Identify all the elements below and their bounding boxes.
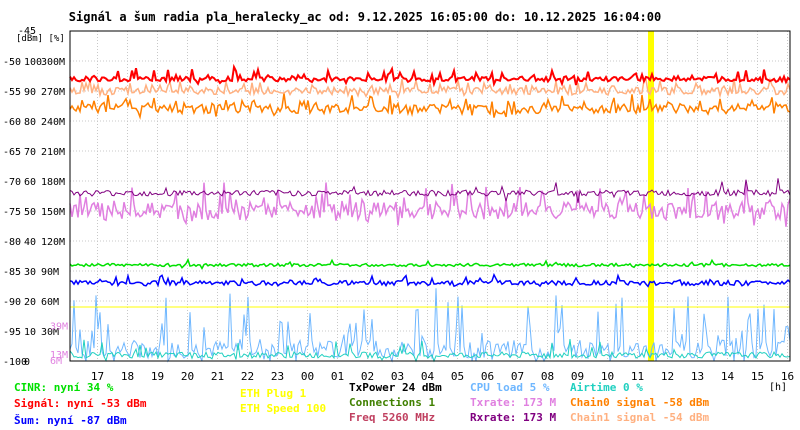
x-tick: 09 (571, 370, 584, 383)
x-tick: 07 (511, 370, 524, 383)
y-tick-rate: 270M (41, 87, 65, 98)
y-tick-rate: 120M (41, 237, 65, 248)
y-tick-dbm: -100 (3, 357, 27, 368)
y-tick-percent: 50 (24, 207, 36, 218)
x-tick: 01 (331, 370, 344, 383)
x-tick: 16 (781, 370, 794, 383)
y-tick-dbm: -55 (3, 87, 21, 98)
plot-frame (69, 30, 791, 362)
y-tick-percent: 70 (24, 147, 36, 158)
x-tick: 18 (121, 370, 134, 383)
chart-title: Signál a šum radia pla_heralecky_ac od: … (68, 10, 662, 24)
legend-signal: Signál: nyní -53 dBm (14, 397, 147, 410)
series-signal (69, 63, 791, 88)
y-tick-percent: 100 (24, 57, 42, 68)
x-tick: 19 (151, 370, 164, 383)
y-tick-rate: 180M (41, 177, 65, 188)
y-tick-top: -45 (18, 26, 36, 37)
y-tick-dbm: -80 (3, 237, 21, 248)
y-tick-percent: 40 (24, 237, 36, 248)
y-tick-percent: 20 (24, 297, 36, 308)
legend-chain1: Chain1 signal -54 dBm (570, 411, 710, 424)
legend-rxrate: Rxrate: 173 M (470, 411, 557, 424)
x-tick: 15 (751, 370, 764, 383)
y-tick-rate-extra: 39M (50, 322, 68, 333)
legend-connections: Connections 1 (349, 396, 436, 409)
legend-freq: Freq 5260 MHz (349, 411, 436, 424)
x-tick: 21 (211, 370, 224, 383)
y-tick-percent: 90 (24, 87, 36, 98)
x-tick: 06 (481, 370, 494, 383)
x-tick: 11 (631, 370, 644, 383)
y-tick-percent: 0 (24, 357, 30, 368)
legend-chain0: Chain0 signal -58 dBm (570, 396, 710, 409)
y-tick-rate: 30M (41, 327, 59, 338)
y-tick-rate: 60M (41, 297, 59, 308)
x-tick: 22 (241, 370, 254, 383)
y-tick-rate: 240M (41, 117, 65, 128)
legend-eth-plug: ETH Plug 1 (240, 387, 307, 400)
y-tick-rate: 90M (41, 267, 59, 278)
x-tick: 10 (601, 370, 614, 383)
y-tick-rate: 150M (41, 207, 65, 218)
series-cpu-load (69, 288, 791, 363)
y-tick-dbm: -60 (3, 117, 21, 128)
y-tick-percent: 80 (24, 117, 36, 128)
series-noise (69, 272, 791, 288)
y-tick-dbm: -50 (3, 57, 21, 68)
series-cinr (69, 257, 791, 270)
outage-highlight (648, 31, 654, 361)
x-tick: 12 (661, 370, 674, 383)
legend-txpower: TxPower 24 dBm (349, 381, 442, 394)
legend-cinr: CINR: nyní 34 % (14, 381, 114, 394)
legend-txrate: Txrate: 173 M (470, 396, 557, 409)
x-tick: 04 (421, 370, 435, 383)
x-tick: 08 (541, 370, 554, 383)
x-tick: 20 (181, 370, 194, 383)
x-unit-label: [h] (769, 382, 787, 393)
x-tick: 05 (451, 370, 464, 383)
y-tick-percent: 10 (24, 327, 36, 338)
x-tick: 13 (691, 370, 704, 383)
y-tick-dbm: -95 (3, 327, 21, 338)
x-tick: 03 (391, 370, 404, 383)
y-tick-dbm: -70 (3, 177, 21, 188)
x-tick: 23 (271, 370, 284, 383)
series-airtime (69, 338, 791, 363)
x-tick: 14 (721, 370, 735, 383)
legend-airtime: Airtime 0 % (570, 381, 643, 394)
y-tick-dbm: -65 (3, 147, 21, 158)
legend-eth-speed: ETH Speed 100 (240, 402, 327, 415)
x-tick: 17 (91, 370, 104, 383)
y-tick-dbm: -85 (3, 267, 21, 278)
y-tick-dbm: -75 (3, 207, 21, 218)
outage-band (648, 31, 654, 361)
y-tick-rate: 210M (41, 147, 65, 158)
x-tick: 02 (361, 370, 374, 383)
legend-noise: Šum: nyní -87 dBm (14, 414, 127, 427)
series-txrate (69, 182, 791, 227)
series-chain1 (69, 77, 791, 100)
y-tick-dbm: -90 (3, 297, 21, 308)
y-tick-rate: 300M (41, 57, 65, 68)
series-chain0 (69, 93, 791, 120)
y-tick-percent: 60 (24, 177, 36, 188)
series-layer (69, 63, 791, 363)
y-tick-rate-extra: 13M (50, 350, 68, 361)
series-rxrate (69, 178, 791, 203)
y-tick-rate-extra: 6M (50, 356, 62, 367)
x-tick: 00 (301, 370, 314, 383)
y-tick-percent: 30 (24, 267, 36, 278)
y-unit-label: [dBm] [%] (16, 34, 65, 44)
legend-cpu: CPU load 5 % (470, 381, 550, 394)
